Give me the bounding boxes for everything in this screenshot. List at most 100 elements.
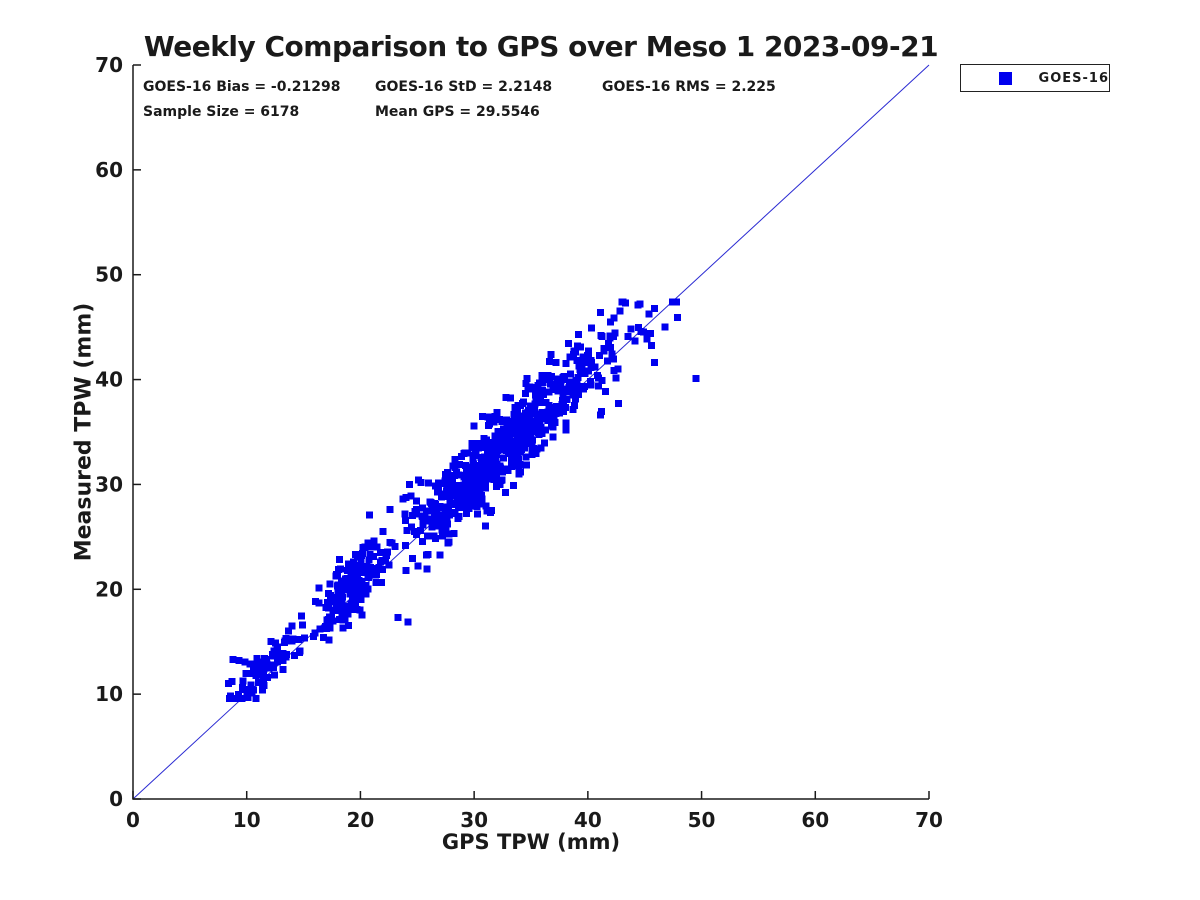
scatter-point [509, 429, 516, 437]
scatter-point [517, 413, 525, 421]
scatter-point [570, 347, 578, 355]
scatter-point [581, 359, 589, 367]
scatter-point [419, 504, 427, 512]
scatter-point [351, 569, 358, 577]
y-tick-label: 60 [95, 158, 123, 182]
scatter-point [610, 314, 618, 322]
scatter-point [259, 683, 266, 691]
scatter-point [567, 370, 575, 378]
scatter-point [322, 604, 330, 612]
scatter-point [423, 507, 431, 515]
scatter-point [451, 455, 459, 463]
stat-std: GOES-16 StD = 2.2148 [375, 79, 553, 95]
scatter-point [254, 678, 262, 686]
scatter-point [577, 367, 584, 374]
scatter-point [551, 419, 559, 427]
scatter-point [271, 671, 279, 679]
scatter-point [349, 606, 357, 614]
scatter-point [295, 636, 303, 644]
scatter-point [482, 436, 490, 444]
scatter-point [513, 406, 521, 414]
scatter-point [594, 382, 602, 390]
scatter-point [239, 677, 247, 685]
scatter-point [435, 511, 443, 519]
stat-rms: GOES-16 RMS = 2.225 [602, 79, 776, 95]
scatter-point [346, 584, 354, 592]
scatter-point [402, 494, 410, 502]
scatter-point [409, 555, 417, 563]
scatter-point [464, 449, 472, 457]
scatter-point [358, 611, 366, 619]
scatter-point [357, 596, 365, 603]
scatter-point [479, 473, 487, 481]
legend-entry-label: GOES-16 [1038, 70, 1109, 86]
scatter-point [627, 325, 635, 333]
scatter-point [514, 455, 522, 463]
scatter-point [300, 634, 308, 642]
scatter-point [493, 409, 501, 417]
scatter-point [533, 387, 541, 395]
scatter-point [460, 483, 468, 491]
scatter-point [467, 501, 475, 509]
scatter-point [250, 686, 257, 694]
scatter-points [225, 298, 700, 702]
scatter-point [463, 507, 471, 515]
y-tick-label: 40 [95, 368, 123, 392]
scatter-point [574, 388, 582, 396]
scatter-point [336, 556, 343, 564]
scatter-point [269, 664, 277, 671]
scatter-point [403, 527, 411, 534]
scatter-point [441, 508, 449, 516]
scatter-point [423, 565, 431, 573]
scatter-point [490, 475, 498, 483]
scatter-point [692, 375, 700, 382]
scatter-point [244, 694, 252, 701]
scatter-point [598, 407, 605, 415]
scatter-point [430, 512, 438, 520]
scatter-point [553, 403, 561, 410]
scatter-point [504, 466, 512, 474]
scatter-point [326, 624, 334, 632]
scatter-point [332, 571, 340, 579]
scatter-point [527, 420, 535, 427]
scatter-point [322, 623, 330, 630]
x-tick-label: 60 [801, 808, 829, 832]
scatter-point [562, 359, 570, 367]
scatter-point [328, 613, 336, 621]
scatter-point [280, 639, 288, 647]
y-tick-label: 70 [95, 53, 123, 77]
y-tick-label: 20 [95, 577, 123, 601]
scatter-point [376, 548, 384, 556]
scatter-point [515, 467, 523, 475]
scatter-point [444, 484, 452, 492]
scatter-point [349, 594, 357, 602]
scatter-point [490, 418, 498, 426]
scatter-point [453, 493, 461, 501]
scatter-point [549, 386, 557, 393]
scatter-point [448, 486, 456, 494]
scatter-point [500, 439, 508, 447]
scatter-point [252, 694, 260, 702]
scatter-point [526, 383, 534, 391]
scatter-point [529, 407, 537, 415]
scatter-point [529, 425, 536, 433]
scatter-point [434, 485, 442, 493]
scatter-point [413, 497, 421, 505]
scatter-point [562, 426, 570, 434]
scatter-point [510, 482, 518, 490]
scatter-point [483, 466, 490, 474]
scatter-point [587, 324, 595, 332]
x-tick-label: 10 [233, 808, 261, 832]
scatter-point [542, 426, 550, 434]
scatter-point [547, 380, 555, 388]
scatter-point [621, 299, 629, 307]
scatter-point [615, 399, 622, 407]
scatter-point [346, 590, 354, 598]
scatter-point [636, 300, 644, 308]
scatter-point [358, 588, 366, 596]
scatter-point [561, 376, 569, 384]
scatter-point [252, 672, 260, 680]
scatter-point [430, 532, 438, 540]
scatter-point [256, 658, 264, 666]
scatter-point [587, 364, 595, 372]
